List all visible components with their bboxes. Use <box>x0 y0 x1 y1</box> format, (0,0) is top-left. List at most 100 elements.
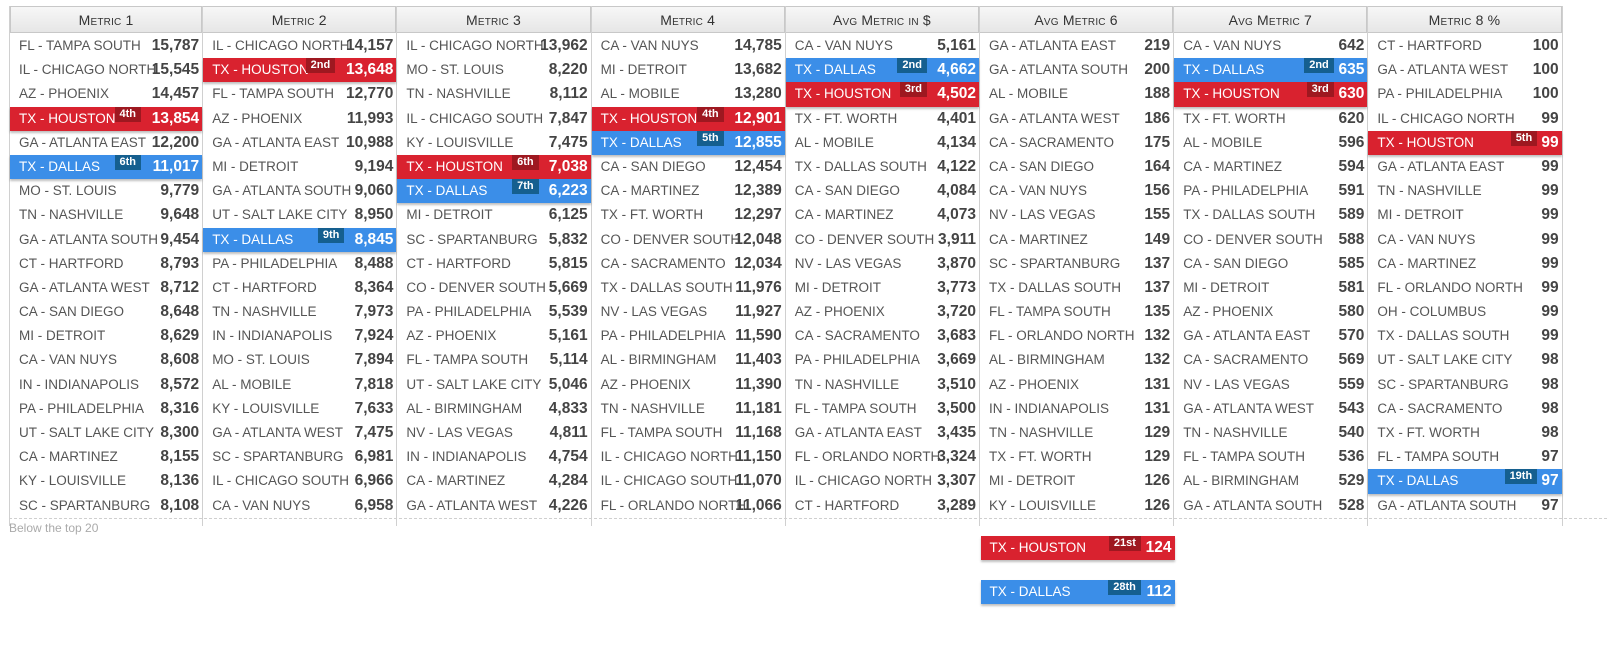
column-header[interactable]: Metric 2 <box>203 6 397 33</box>
table-row[interactable]: SC - SPARTANBURG 6,981 <box>203 445 396 469</box>
highlight-row-dallas[interactable]: TX - DALLAS 4,662 2nd <box>785 58 979 83</box>
table-row[interactable]: CA - MARTINEZ 149 <box>980 228 1173 252</box>
highlight-row-dallas[interactable]: TX - DALLAS 635 2nd <box>1174 58 1368 83</box>
table-row[interactable]: GA - ATLANTA EAST 99 <box>1368 155 1561 179</box>
table-row[interactable]: CA - MARTINEZ 594 <box>1174 155 1367 179</box>
table-row[interactable]: OH - COLUMBUS 99 <box>1368 300 1561 324</box>
table-row[interactable]: MO - ST. LOUIS 7,894 <box>203 348 396 372</box>
table-row[interactable]: TN - NASHVILLE 9,648 <box>10 203 202 227</box>
table-row[interactable]: MI - DETROIT 3,773 <box>786 276 979 300</box>
highlight-row-houston[interactable]: TX - HOUSTON 99 5th <box>1368 130 1562 155</box>
highlight-row-houston[interactable]: TX - HOUSTON 630 3rd <box>1174 82 1368 107</box>
table-row[interactable]: NV - LAS VEGAS 155 <box>980 203 1173 227</box>
table-row[interactable]: MI - DETROIT 8,629 <box>10 324 202 348</box>
table-row[interactable]: GA - ATLANTA SOUTH 528 <box>1174 494 1367 518</box>
table-row[interactable]: PA - PHILADELPHIA 8,488 <box>203 252 396 276</box>
table-row[interactable]: GA - ATLANTA EAST 3,435 <box>786 421 979 445</box>
table-row[interactable]: AL - BIRMINGHAM 4,833 <box>397 397 590 421</box>
table-row[interactable]: GA - ATLANTA WEST 4,226 <box>397 494 590 518</box>
highlight-row-dallas[interactable]: TX - DALLAS 97 19th <box>1368 469 1562 494</box>
table-row[interactable]: FL - TAMPA SOUTH 5,114 <box>397 348 590 372</box>
table-row[interactable]: CA - SACRAMENTO 98 <box>1368 397 1561 421</box>
table-row[interactable]: CA - MARTINEZ 12,389 <box>592 179 785 203</box>
table-row[interactable]: TX - FT. WORTH 620 <box>1174 107 1367 131</box>
table-row[interactable]: GA - ATLANTA EAST 219 <box>980 34 1173 58</box>
table-row[interactable]: AZ - PHOENIX 11,993 <box>203 107 396 131</box>
table-row[interactable]: TN - NASHVILLE 7,973 <box>203 300 396 324</box>
table-row[interactable]: CA - SACRAMENTO 569 <box>1174 348 1367 372</box>
table-row[interactable]: CT - HARTFORD 100 <box>1368 34 1561 58</box>
table-row[interactable]: MI - DETROIT 6,125 <box>397 203 590 227</box>
table-row[interactable]: CT - HARTFORD 3,289 <box>786 494 979 518</box>
table-row[interactable]: PA - PHILADELPHIA 5,539 <box>397 300 590 324</box>
table-row[interactable]: FL - TAMPA SOUTH 3,500 <box>786 397 979 421</box>
table-row[interactable]: IL - CHICAGO NORTH 15,545 <box>10 58 202 82</box>
table-row[interactable]: CA - SAN DIEGO 585 <box>1174 252 1367 276</box>
table-row[interactable]: IL - CHICAGO NORTH 3,307 <box>786 469 979 493</box>
column-header[interactable]: Metric 1 <box>10 6 203 33</box>
table-row[interactable]: UT - SALT LAKE CITY 5,046 <box>397 373 590 397</box>
table-row[interactable]: CT - HARTFORD 8,793 <box>10 252 202 276</box>
table-row[interactable]: PA - PHILADELPHIA 11,590 <box>592 324 785 348</box>
table-row[interactable]: FL - TAMPA SOUTH 135 <box>980 300 1173 324</box>
table-row[interactable]: GA - ATLANTA SOUTH 9,060 <box>203 179 396 203</box>
table-row[interactable]: SC - SPARTANBURG 98 <box>1368 373 1561 397</box>
table-row[interactable]: CA - VAN NUYS 156 <box>980 179 1173 203</box>
table-row[interactable]: CA - VAN NUYS 8,608 <box>10 348 202 372</box>
table-row[interactable]: AL - MOBILE 4,134 <box>786 131 979 155</box>
highlight-row-dallas[interactable]: TX - DALLAS 6,223 7th <box>397 179 591 204</box>
table-row[interactable]: KY - LOUISVILLE 7,475 <box>397 131 590 155</box>
table-row[interactable]: GA - ATLANTA WEST 8,712 <box>10 276 202 300</box>
table-row[interactable]: AL - MOBILE 596 <box>1174 131 1367 155</box>
highlight-row-houston[interactable]: TX - HOUSTON 4,502 3rd <box>785 82 979 107</box>
table-row[interactable]: FL - TAMPA SOUTH 15,787 <box>10 34 202 58</box>
table-row[interactable]: TX - FT. WORTH 98 <box>1368 421 1561 445</box>
table-row[interactable]: AL - MOBILE 7,818 <box>203 373 396 397</box>
table-row[interactable]: AZ - PHOENIX 14,457 <box>10 82 202 106</box>
table-row[interactable]: MO - ST. LOUIS 9,779 <box>10 179 202 203</box>
table-row[interactable]: TX - FT. WORTH 4,401 <box>786 107 979 131</box>
table-row[interactable]: IN - INDIANAPOLIS 7,924 <box>203 324 396 348</box>
table-row[interactable]: AZ - PHOENIX 131 <box>980 373 1173 397</box>
highlight-row-dallas[interactable]: TX - DALLAS 8,845 9th <box>203 227 397 252</box>
table-row[interactable]: SC - SPARTANBURG 8,108 <box>10 494 202 518</box>
table-row[interactable]: IL - CHICAGO NORTH 99 <box>1368 107 1561 131</box>
table-row[interactable]: AL - BIRMINGHAM 11,403 <box>592 348 785 372</box>
highlight-row-dallas[interactable]: TX - DALLAS 12,855 5th <box>591 130 785 155</box>
table-row[interactable]: CA - SAN DIEGO 8,648 <box>10 300 202 324</box>
table-row[interactable]: IL - CHICAGO SOUTH 6,966 <box>203 469 396 493</box>
table-row[interactable]: FL - TAMPA SOUTH 536 <box>1174 445 1367 469</box>
table-row[interactable]: CA - VAN NUYS 99 <box>1368 228 1561 252</box>
table-row[interactable]: CA - VAN NUYS 5,161 <box>786 34 979 58</box>
table-row[interactable]: CA - SAN DIEGO 4,084 <box>786 179 979 203</box>
highlight-row-houston[interactable]: TX - HOUSTON 12,901 4th <box>591 106 785 131</box>
table-row[interactable]: CA - VAN NUYS 642 <box>1174 34 1367 58</box>
table-row[interactable]: IL - CHICAGO SOUTH 11,070 <box>592 469 785 493</box>
column-header[interactable]: Metric 8 % <box>1368 6 1562 33</box>
table-row[interactable]: KY - LOUISVILLE 8,136 <box>10 469 202 493</box>
table-row[interactable]: UT - SALT LAKE CITY 8,300 <box>10 421 202 445</box>
table-row[interactable]: GA - ATLANTA WEST 186 <box>980 107 1173 131</box>
highlight-row-dallas[interactable]: TX - DALLAS 11,017 6th <box>10 154 203 180</box>
highlight-row-houston[interactable]: TX - HOUSTON 124 21st <box>980 536 1175 561</box>
table-row[interactable]: CO - DENVER SOUTH 588 <box>1174 228 1367 252</box>
column-header[interactable]: Avg Metric 7 <box>1174 6 1368 33</box>
table-row[interactable]: MI - DETROIT 13,682 <box>592 58 785 82</box>
table-row[interactable]: SC - SPARTANBURG 137 <box>980 252 1173 276</box>
table-row[interactable]: TX - FT. WORTH 12,297 <box>592 203 785 227</box>
table-row[interactable]: NV - LAS VEGAS 11,927 <box>592 300 785 324</box>
table-row[interactable]: TX - DALLAS SOUTH 11,976 <box>592 276 785 300</box>
table-row[interactable]: CT - HARTFORD 5,815 <box>397 252 590 276</box>
table-row[interactable]: FL - TAMPA SOUTH 12,770 <box>203 82 396 106</box>
table-row[interactable]: CA - SAN DIEGO 164 <box>980 155 1173 179</box>
table-row[interactable]: PA - PHILADELPHIA 591 <box>1174 179 1367 203</box>
table-row[interactable]: CA - SACRAMENTO 12,034 <box>592 252 785 276</box>
table-row[interactable]: TX - DALLAS SOUTH 589 <box>1174 203 1367 227</box>
table-row[interactable]: GA - ATLANTA SOUTH 97 <box>1368 494 1561 518</box>
table-row[interactable]: GA - ATLANTA EAST 570 <box>1174 324 1367 348</box>
table-row[interactable]: GA - ATLANTA EAST 10,988 <box>203 131 396 155</box>
table-row[interactable]: AL - MOBILE 188 <box>980 82 1173 106</box>
table-row[interactable]: IL - CHICAGO NORTH 13,962 <box>397 34 590 58</box>
highlight-row-houston[interactable]: TX - HOUSTON 13,854 4th <box>10 106 203 131</box>
table-row[interactable]: TX - DALLAS SOUTH 137 <box>980 276 1173 300</box>
